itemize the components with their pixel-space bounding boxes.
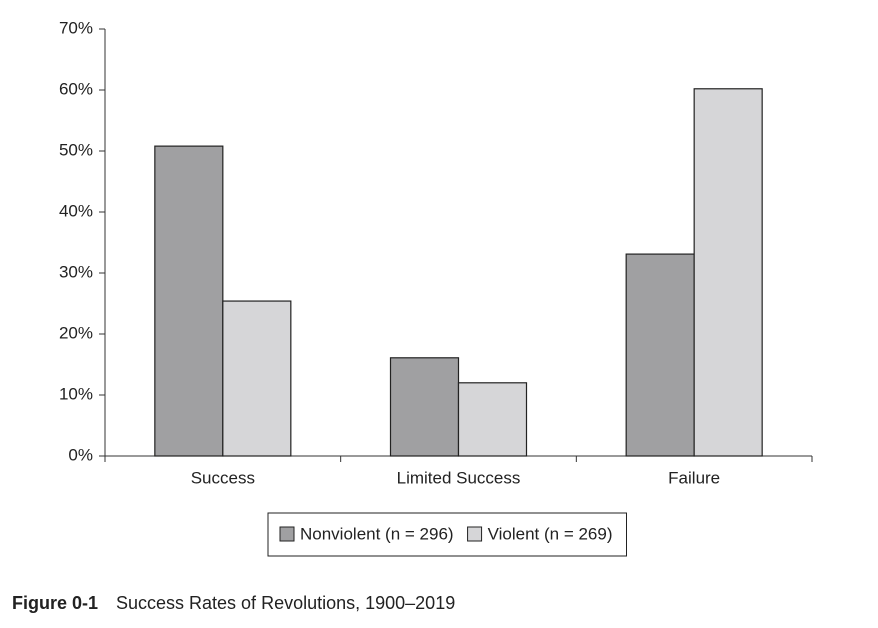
bar	[693, 88, 763, 457]
legend-swatch	[279, 526, 295, 542]
chart-title: Success Rates of Revolutions, 1900–2019	[116, 593, 455, 613]
legend-box	[267, 512, 627, 557]
x-tick-label: Success	[191, 468, 255, 487]
bar	[154, 145, 224, 457]
legend-label: Nonviolent (n = 296)	[300, 524, 454, 543]
y-tick-label: 50%	[59, 140, 93, 159]
bar	[222, 300, 292, 457]
y-tick-label: 20%	[59, 323, 93, 342]
y-tick-label: 30%	[59, 262, 93, 281]
y-tick-label: 0%	[68, 445, 93, 464]
legend-label: Violent (n = 269)	[488, 524, 613, 543]
bar	[389, 357, 460, 457]
legend-swatch	[467, 526, 483, 542]
figure-label: Figure 0-1	[12, 593, 98, 613]
x-tick-label: Failure	[668, 468, 720, 487]
bar	[625, 253, 695, 457]
x-tick-label: Limited Success	[397, 468, 521, 487]
y-tick-label: 70%	[59, 18, 93, 37]
y-tick-label: 40%	[59, 201, 93, 220]
bar	[457, 382, 528, 457]
y-tick-label: 10%	[59, 384, 93, 403]
y-tick-label: 60%	[59, 79, 93, 98]
